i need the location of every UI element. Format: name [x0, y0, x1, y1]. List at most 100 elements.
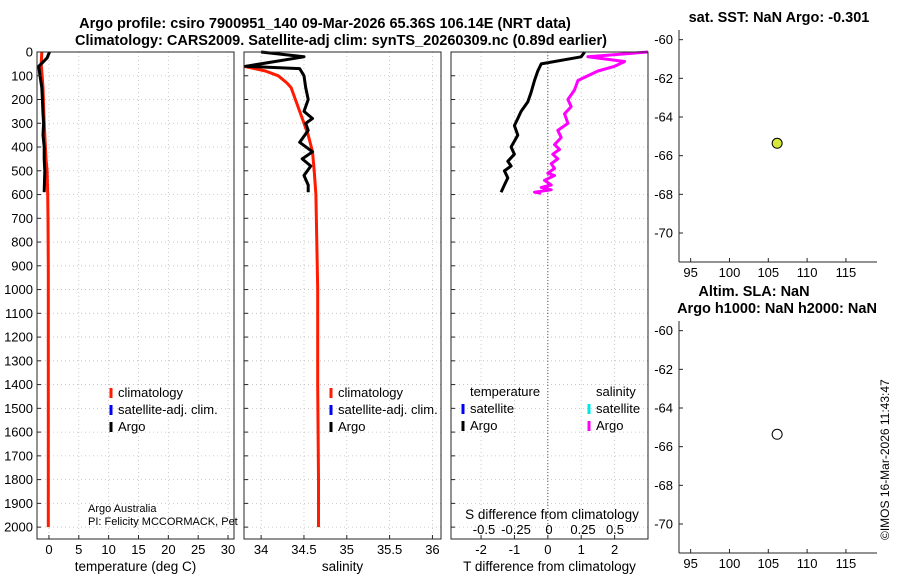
salinity-panel: 34 34.5 35 35.5 36 salinity climatology satelli… [243, 50, 442, 574]
y-tick-label: 1000 [4, 282, 33, 297]
x-tick-label: 115 [836, 265, 857, 280]
y-tick-label: 300 [11, 116, 33, 131]
credit-line2: PI: Felicity MCCORMACK, Pet [88, 516, 238, 528]
y-tick-label: 1700 [4, 448, 33, 463]
y-tick-label: -60 [654, 32, 673, 47]
difference-panel: -2 -1 0 1 2 T difference from climatology S di… [450, 50, 649, 574]
credit-line1: Argo Australia [88, 503, 157, 515]
legend-label: Argo [470, 418, 497, 433]
y-tick-label: 200 [11, 92, 33, 107]
x-tick-label: 20 [161, 542, 175, 557]
x-tick-label: 25 [191, 542, 205, 557]
legend-label: climatology [118, 385, 184, 400]
top-x-axis-label: S difference from climatology [465, 507, 639, 522]
sst-map-panel: -60 -62 -64 -66 -68 -70 95 100 105 110 115 sat. SST… [654, 10, 877, 280]
map-title: sat. SST: NaN Argo: -0.301 [689, 10, 870, 26]
y-tick-label: 1300 [4, 353, 33, 368]
y-tick-label: -68 [654, 478, 673, 493]
y-tick-label: 500 [11, 163, 33, 178]
figure-title-line1: Argo profile: csiro 7900951_140 09-Mar-2… [79, 16, 571, 32]
x-tick-label: -2 [475, 542, 487, 557]
temperature-panel: 0100200300400500600700800900100011001200… [4, 45, 235, 575]
figure-title-line2: Climatology: CARS2009. Satellite-adj cli… [75, 33, 607, 49]
y-tick-label: 1900 [4, 496, 33, 511]
s-tick-label: -0.25 [501, 522, 531, 537]
y-tick-label: 1600 [4, 425, 33, 440]
y-tick-label: -64 [654, 401, 673, 416]
legend-label: satellite-adj. clim. [338, 402, 438, 417]
x-tick-label: 34.5 [291, 542, 316, 557]
x-tick-label: 100 [719, 265, 741, 280]
legend-label: Argo [338, 419, 365, 434]
x-tick-label: 95 [683, 556, 697, 571]
y-tick-label: -64 [654, 110, 673, 125]
y-tick-label: 900 [11, 258, 33, 273]
x-tick-label: 105 [757, 556, 779, 571]
axes-frame [243, 51, 442, 540]
y-tick-label: 1800 [4, 472, 33, 487]
x-tick-label: 15 [131, 542, 145, 557]
series-line-climatology [243, 64, 320, 528]
x-tick-label: 34 [254, 542, 268, 557]
series-line-s-argo-clim [533, 50, 649, 195]
legend-label: Argo [596, 418, 623, 433]
s-tick-label: -0.5 [473, 522, 495, 537]
y-tick-label: 600 [11, 187, 33, 202]
x-axis-label: temperature (deg C) [75, 559, 197, 574]
y-tick-label: -60 [654, 323, 673, 338]
y-tick-label: -62 [654, 362, 673, 377]
y-tick-label: 100 [11, 68, 33, 83]
legend-label: satellite-adj. clim. [118, 402, 218, 417]
x-tick-label: 36 [425, 542, 439, 557]
legend-heading-salinity: salinity [596, 384, 636, 399]
s-tick-label: 0.5 [606, 522, 624, 537]
x-tick-label: 5 [75, 542, 82, 557]
legend-label: satellite [470, 401, 514, 416]
legend-heading-temperature: temperature [470, 384, 540, 399]
x-tick-label: 95 [683, 265, 697, 280]
series-line-argo [37, 51, 51, 193]
x-tick-label: -1 [509, 542, 521, 557]
y-tick-label: -70 [654, 517, 673, 532]
map-title: Altim. SLA: NaN [698, 284, 809, 300]
y-tick-label: -68 [654, 187, 673, 202]
y-tick-label: 1200 [4, 330, 33, 345]
y-tick-label: 0 [26, 45, 33, 60]
x-tick-label: 1 [578, 542, 585, 557]
y-tick-label: 1500 [4, 401, 33, 416]
y-tick-label: -66 [654, 439, 673, 454]
float-position-marker [771, 428, 783, 440]
x-tick-label: 110 [797, 265, 818, 280]
x-tick-label: 2 [611, 542, 618, 557]
y-tick-label: -62 [654, 71, 673, 86]
axes-frame [36, 51, 235, 540]
sla-map-panel: -60 -62 -64 -66 -68 -70 95 100 105 110 115 Altim. S… [654, 284, 877, 571]
y-tick-label: 800 [11, 235, 33, 250]
float-position-marker [771, 137, 783, 149]
x-tick-label: 10 [101, 542, 115, 557]
y-tick-label: 400 [11, 140, 33, 155]
series-line-t-argo-clim [499, 51, 586, 193]
x-tick-label: 100 [719, 556, 741, 571]
axes-frame [450, 51, 649, 540]
legend-label: climatology [338, 385, 404, 400]
legend-label: satellite [596, 401, 640, 416]
y-tick-label: 1400 [4, 377, 33, 392]
x-tick-label: 35.5 [377, 542, 402, 557]
x-axis-label: T difference from climatology [463, 559, 636, 574]
x-axis-label: salinity [322, 559, 364, 574]
x-tick-label: 0 [45, 542, 52, 557]
timestamp-stamp: ©IMOS 16-Mar-2026 11:43:47 [878, 379, 892, 540]
x-tick-label: 105 [757, 265, 779, 280]
x-tick-label: 115 [836, 556, 857, 571]
x-tick-label: 0 [544, 542, 551, 557]
x-tick-label: 110 [797, 556, 818, 571]
y-tick-label: -66 [654, 148, 673, 163]
y-tick-label: 700 [11, 211, 33, 226]
s-tick-label: 0 [545, 522, 552, 537]
y-tick-label: 2000 [4, 520, 33, 535]
x-tick-label: 30 [221, 542, 235, 557]
series-line-argo [244, 50, 314, 193]
s-tick-label: 0.25 [570, 522, 595, 537]
